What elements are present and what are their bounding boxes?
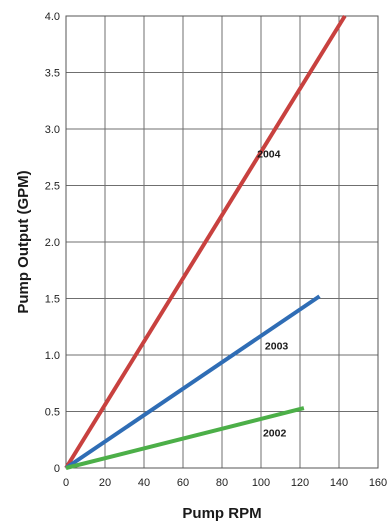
y-tick-label: 4.0 <box>45 11 60 23</box>
x-tick-label: 120 <box>291 477 309 489</box>
series-label-2002: 2002 <box>263 427 287 439</box>
y-tick-label: 0.5 <box>45 407 60 419</box>
series-line-2004 <box>64 14 347 470</box>
y-tick-label: 3.5 <box>45 68 60 80</box>
series-line-2003 <box>64 294 321 470</box>
x-tick-label: 40 <box>138 477 150 489</box>
series-lines <box>64 14 347 470</box>
y-axis-title: Pump Output (GPM) <box>15 170 32 313</box>
series-line-2002 <box>65 406 305 470</box>
plot-frame <box>65 15 379 469</box>
x-tick-label: 140 <box>330 477 348 489</box>
y-tick-label: 0 <box>54 463 60 475</box>
y-tick-label: 2.5 <box>45 181 60 193</box>
x-tick-label: 160 <box>369 477 387 489</box>
x-axis-ticks: 0 20 40 60 80 100 120 140 160 <box>63 477 387 489</box>
series-label-2004: 2004 <box>257 148 281 160</box>
x-tick-label: 100 <box>252 477 270 489</box>
y-tick-label: 3.0 <box>45 124 60 136</box>
x-axis-title: Pump RPM <box>182 505 261 522</box>
y-tick-label: 1.0 <box>45 350 60 362</box>
y-axis-ticks: 0 0.5 1.0 1.5 2.0 2.5 3.0 3.5 4.0 <box>45 11 60 475</box>
x-tick-label: 0 <box>63 477 69 489</box>
x-tick-label: 60 <box>177 477 189 489</box>
y-tick-label: 1.5 <box>45 294 60 306</box>
x-tick-label: 20 <box>99 477 111 489</box>
y-tick-label: 2.0 <box>45 237 60 249</box>
series-labels: 2004 2003 2002 <box>257 148 288 439</box>
series-label-2003: 2003 <box>265 340 289 352</box>
grid <box>65 15 379 469</box>
x-tick-label: 80 <box>216 477 228 489</box>
